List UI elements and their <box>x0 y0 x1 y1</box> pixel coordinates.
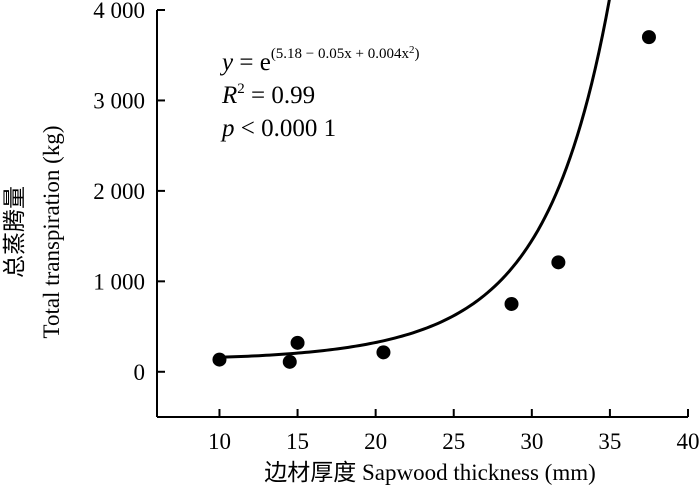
data-point <box>212 352 227 367</box>
x-tick-label: 20 <box>364 429 387 454</box>
y-axis-title-en: Total transpiration (kg) <box>39 126 64 339</box>
x-tick-label: 25 <box>442 429 465 454</box>
axes <box>156 10 688 418</box>
y-tick-label: 3 000 <box>93 88 145 113</box>
fit-curve-layer <box>219 0 611 359</box>
data-point <box>641 30 656 45</box>
fit-curve <box>219 0 611 359</box>
data-point <box>290 335 305 350</box>
ticks: 10 15 20 25 30 35 40 0 1 000 2 000 3 000 4 000 <box>93 0 699 454</box>
x-tick-label: 40 <box>677 429 700 454</box>
x-tick-label: 10 <box>208 429 231 454</box>
data-point <box>504 296 519 311</box>
x-tick-label: 30 <box>520 429 543 454</box>
data-point <box>376 345 391 360</box>
data-points <box>212 30 656 369</box>
y-tick-label: 4 000 <box>93 0 145 23</box>
x-axis-title: 边材厚度 Sapwood thickness (mm) <box>264 460 596 485</box>
fit-equation: y = e(5.18 − 0.05x + 0.004x2) <box>219 44 419 76</box>
data-point <box>551 255 566 270</box>
y-axis-title-zh: 总蒸腾量 <box>2 186 27 278</box>
x-tick-label: 15 <box>286 429 309 454</box>
y-tick-label: 1 000 <box>93 269 145 294</box>
p-value: p < 0.000 1 <box>220 115 336 142</box>
data-point <box>282 354 297 369</box>
x-tick-label: 35 <box>598 429 621 454</box>
y-tick-label: 0 <box>134 360 146 385</box>
r-squared: R2 = 0.99 <box>221 81 315 109</box>
y-tick-label: 2 000 <box>93 179 145 204</box>
